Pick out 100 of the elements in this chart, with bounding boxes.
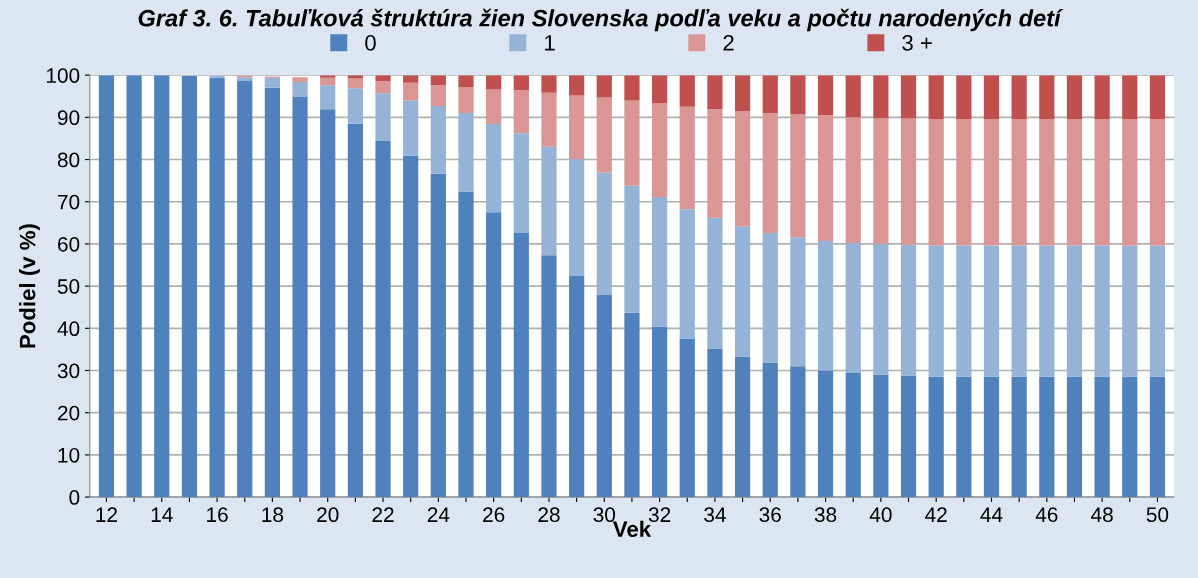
bar [1094, 245, 1110, 377]
x-tick-label: 40 [869, 507, 892, 523]
bar [1011, 75, 1027, 120]
y-tick-label: 0 [69, 490, 80, 505]
bar [1149, 75, 1166, 120]
bar [652, 75, 668, 103]
bar [347, 123, 363, 498]
bar [679, 106, 695, 210]
bar [596, 97, 612, 173]
bar [1011, 245, 1027, 377]
bar [1011, 376, 1027, 498]
bar [1039, 119, 1055, 246]
bar [734, 356, 751, 498]
bar [264, 77, 280, 88]
bar [790, 114, 806, 238]
y-tick-label: 90 [57, 110, 80, 126]
legend-label: 2 [723, 35, 734, 51]
bar [320, 109, 336, 498]
bar [486, 124, 502, 213]
bar [762, 362, 778, 498]
bar [513, 75, 529, 91]
bar [292, 77, 308, 82]
bar [569, 275, 585, 498]
bar [652, 197, 668, 327]
bar [983, 245, 1000, 377]
bar [624, 312, 640, 498]
bar [458, 191, 474, 498]
bar [1094, 75, 1110, 120]
bar [513, 90, 529, 134]
legend-label: 1 [545, 35, 555, 51]
bar [817, 115, 834, 241]
y-tick-label: 50 [57, 279, 80, 294]
bar [1122, 119, 1138, 246]
bar [98, 75, 115, 498]
y-tick-label: 10 [58, 447, 80, 463]
y-tick-label: 30 [57, 363, 80, 379]
bar [790, 75, 806, 115]
bar [928, 75, 944, 120]
x-tick-label: 26 [483, 507, 505, 523]
bar [873, 118, 889, 244]
bar [430, 173, 446, 498]
bar [1149, 245, 1166, 377]
bar [596, 75, 612, 98]
bar [513, 232, 529, 498]
bar [1149, 376, 1166, 498]
bar [1066, 376, 1083, 498]
bar [928, 119, 944, 246]
bar [1066, 119, 1083, 246]
bar [956, 119, 972, 246]
bar [596, 172, 612, 295]
bar [403, 75, 419, 83]
bar [1122, 376, 1138, 498]
bar [569, 159, 585, 276]
bar [237, 81, 253, 498]
x-tick-label: 32 [648, 507, 671, 523]
bar [652, 326, 668, 498]
y-tick-label: 20 [58, 405, 80, 421]
bar [1122, 75, 1138, 120]
bar [154, 75, 170, 498]
x-tick-label: 46 [1035, 507, 1058, 523]
bar [624, 185, 640, 313]
bar [1039, 75, 1055, 120]
bar [1066, 75, 1083, 120]
bar [430, 105, 446, 174]
bar [762, 113, 778, 233]
x-tick-label: 24 [427, 507, 450, 522]
y-axis-title: Podiel (v %) [19, 224, 40, 348]
bar [817, 75, 834, 116]
bar [292, 81, 308, 98]
bar [1039, 376, 1055, 498]
bar [458, 86, 474, 114]
bar [1094, 376, 1110, 498]
bar [486, 89, 502, 125]
bar [734, 111, 751, 227]
bar [790, 237, 806, 367]
y-tick-label: 70 [58, 194, 80, 210]
bar [817, 240, 834, 371]
bar [430, 85, 446, 106]
bar [403, 82, 419, 101]
x-tick-label: 34 [704, 507, 726, 523]
bar [569, 95, 585, 160]
x-tick-label: 28 [538, 507, 560, 523]
bar [1039, 245, 1055, 377]
bar [347, 78, 363, 89]
y-tick-label: 40 [57, 321, 80, 337]
bar [181, 75, 198, 498]
bar [126, 75, 142, 498]
bar [928, 376, 944, 498]
bar [900, 75, 917, 119]
bar [1149, 119, 1166, 246]
bar [845, 373, 861, 498]
x-tick-label: 20 [317, 507, 339, 523]
bar [817, 370, 834, 498]
bar [956, 245, 972, 377]
bar [1011, 119, 1027, 246]
bar [707, 109, 723, 218]
x-tick-label: 38 [814, 507, 837, 523]
bar [375, 81, 391, 94]
bar [513, 133, 529, 233]
bar [403, 155, 419, 498]
